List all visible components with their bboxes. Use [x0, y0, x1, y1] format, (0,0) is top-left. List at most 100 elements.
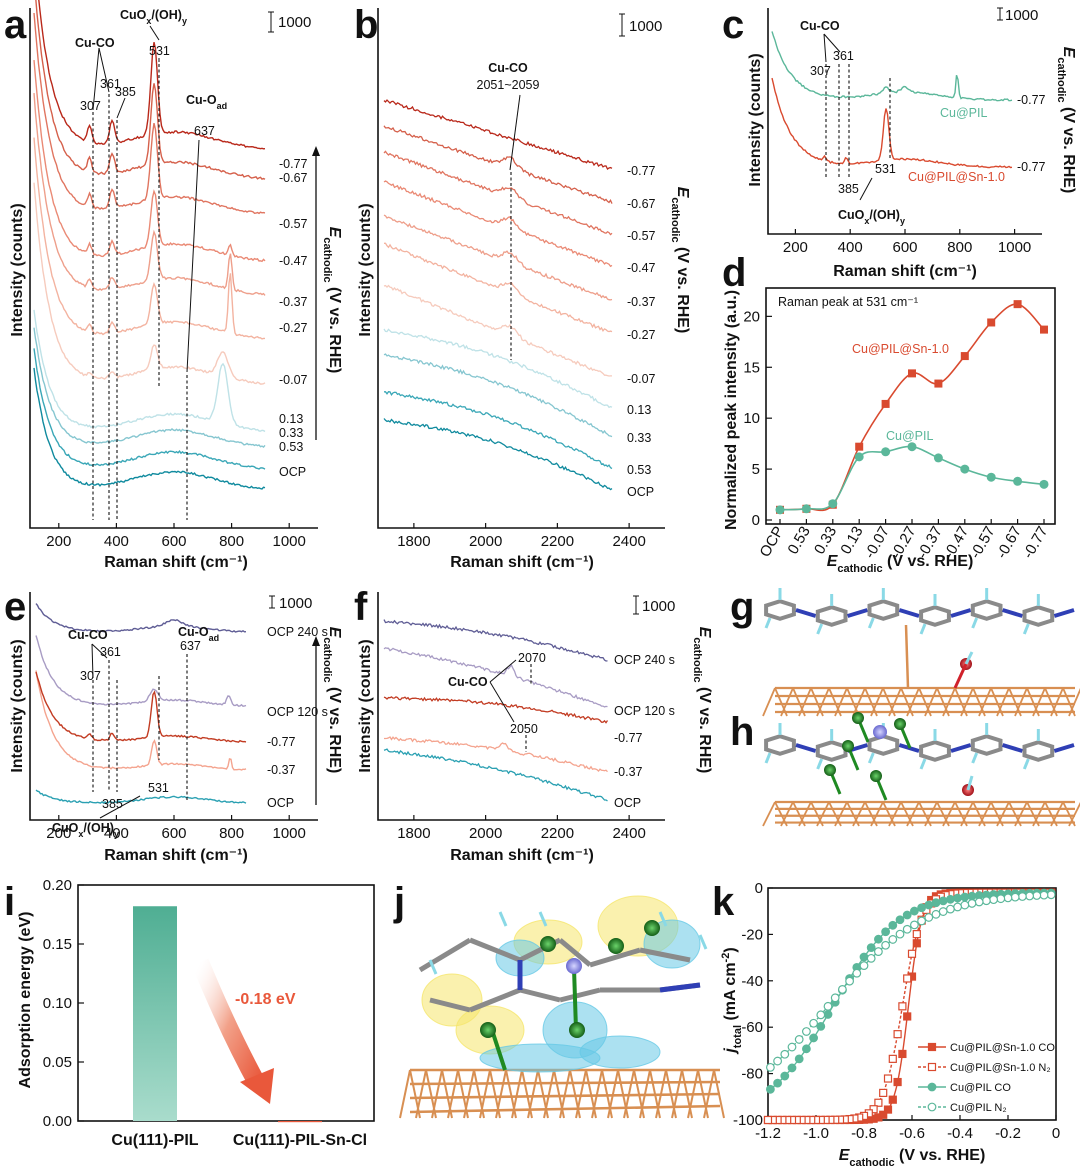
- panel-label-k: k: [712, 880, 735, 924]
- o-bond: [953, 663, 968, 689]
- xtick-label: -0.8: [851, 1125, 877, 1142]
- spectrum-line: [35, 0, 266, 180]
- data-point: [866, 953, 876, 963]
- h-bond: [867, 752, 875, 764]
- series-label: OCP: [267, 796, 294, 810]
- data-point: [763, 1115, 773, 1125]
- panel-d-frame: [765, 287, 1056, 525]
- panel-k-xticks: -1.2 -1.0 -0.8 -0.6 -0.4 -0.2 0: [755, 1115, 1060, 1142]
- panel-e-ylabel: Intensity (counts): [9, 639, 26, 772]
- data-point: [934, 379, 943, 388]
- cu-lattice: [780, 687, 794, 717]
- ytick-label: 0: [755, 880, 763, 897]
- chlorine-atom: [870, 770, 882, 782]
- series-label: -0.77: [614, 731, 643, 745]
- panel-i: i Adsorption energy (eV) 0.00 0.05 0.10 0.1…: [4, 877, 375, 1149]
- cu-lattice: [639, 1069, 651, 1119]
- xtick-label: 0: [1052, 1125, 1060, 1142]
- xtick-label: 1800: [397, 533, 430, 550]
- cu-lattice: [924, 687, 938, 717]
- spectrum-line: [33, 137, 265, 340]
- xtick-label: 2200: [541, 533, 574, 550]
- legend-marker: [927, 1042, 937, 1052]
- n-bond: [1053, 743, 1075, 753]
- panel-f: f 1800 2000 2200 2400 Raman shift (cm⁻¹) In…: [354, 585, 713, 864]
- panel-i-bars: [133, 906, 322, 1123]
- cu-lattice: [996, 801, 1010, 827]
- cu-lattice: [1068, 801, 1080, 827]
- chlorine-atom: [824, 764, 836, 776]
- data-point: [787, 1063, 797, 1073]
- spectrum-line: [383, 353, 613, 438]
- carbon-ring: [970, 599, 1003, 621]
- data-point: [967, 899, 977, 908]
- panel-e-scale-bar: 1000: [269, 595, 312, 612]
- data-point: [986, 472, 996, 482]
- h-bond: [816, 758, 824, 770]
- data-point: [830, 993, 840, 1003]
- spectrum-line: [33, 182, 266, 385]
- cu-lattice: [906, 687, 920, 717]
- data-point: [883, 1105, 893, 1114]
- cu-lattice: [972, 687, 986, 717]
- data-point: [780, 1071, 790, 1081]
- panel-i-arrow: [191, 958, 266, 1090]
- data-point: [1003, 893, 1013, 903]
- data-point: [898, 1002, 907, 1011]
- framework-bond: [639, 947, 691, 963]
- cu-lattice: [810, 801, 824, 827]
- svg-text:Ecathodic (V vs. RHE): Ecathodic (V vs. RHE): [691, 627, 713, 774]
- cu-lattice: [415, 1069, 427, 1119]
- panel-e: e 200 400 600 800 1000 Raman shift (cm⁻¹) In…: [4, 585, 343, 864]
- cu-lattice: [703, 1069, 715, 1119]
- h-bond: [498, 911, 508, 927]
- xtick-label: -1.0: [803, 1125, 829, 1142]
- data-point: [1032, 891, 1042, 900]
- data-point: [881, 940, 890, 950]
- xtick-label: 800: [219, 825, 244, 842]
- spectrum-line: [383, 150, 613, 236]
- data-point: [974, 897, 984, 907]
- data-point: [946, 894, 955, 904]
- n-bond: [950, 608, 972, 618]
- cu-lattice: [1008, 687, 1022, 717]
- legend-label: Cu@PIL N₂: [950, 1102, 1007, 1114]
- framework-bond: [559, 987, 601, 1003]
- data-point: [1010, 892, 1020, 902]
- xtick-label: 1000: [998, 239, 1031, 256]
- panel-e-cuox-label: CuOx/(OH)y: [52, 821, 119, 839]
- spectrum-line: [383, 418, 613, 491]
- cu-lattice: [1014, 687, 1028, 717]
- potential-label: -0.77: [279, 157, 308, 171]
- panel-e-xlabel: Raman shift (cm⁻¹): [104, 847, 248, 864]
- spectrum-line: [35, 635, 247, 707]
- panel-b-xticks: 1800 2000 2200 2400: [397, 523, 646, 550]
- data-point: [879, 1088, 888, 1097]
- bar: [278, 1121, 322, 1123]
- chlorine-atom: [852, 712, 864, 724]
- cl-bond: [572, 967, 578, 1031]
- data-point: [910, 920, 919, 930]
- panel-c-pot1: -0.77: [1017, 93, 1046, 107]
- xtick-label: -0.4: [947, 1125, 973, 1142]
- carbon-ring: [1022, 740, 1055, 762]
- spectrum-line: [771, 31, 1013, 102]
- cu-lattice: [591, 1069, 603, 1119]
- xtick-label: -0.77: [1020, 524, 1052, 562]
- potential-label: 0.53: [627, 463, 651, 477]
- chlorine-atom: [540, 936, 556, 952]
- panel-a-cuco-label: Cu-CO: [75, 36, 115, 50]
- cu-lattice: [954, 801, 968, 827]
- framework-bond: [589, 947, 641, 968]
- h-bond: [538, 911, 548, 927]
- chlorine-atom: [608, 938, 624, 954]
- framework-bond: [519, 987, 561, 1003]
- data-point: [953, 893, 962, 903]
- cu-lattice: [1062, 801, 1076, 827]
- panel-a-leader-lines: [92, 47, 200, 373]
- panel-a-potential-labels: OCP 0.530.330.13 -0.07 -0.27 -0.37 -0.47 -0.57…: [279, 157, 308, 479]
- panel-i-yticks: 0.00 0.05 0.10 0.15 0.20: [43, 877, 84, 1130]
- data-point: [931, 898, 941, 908]
- xtick-label: 2400: [612, 533, 645, 550]
